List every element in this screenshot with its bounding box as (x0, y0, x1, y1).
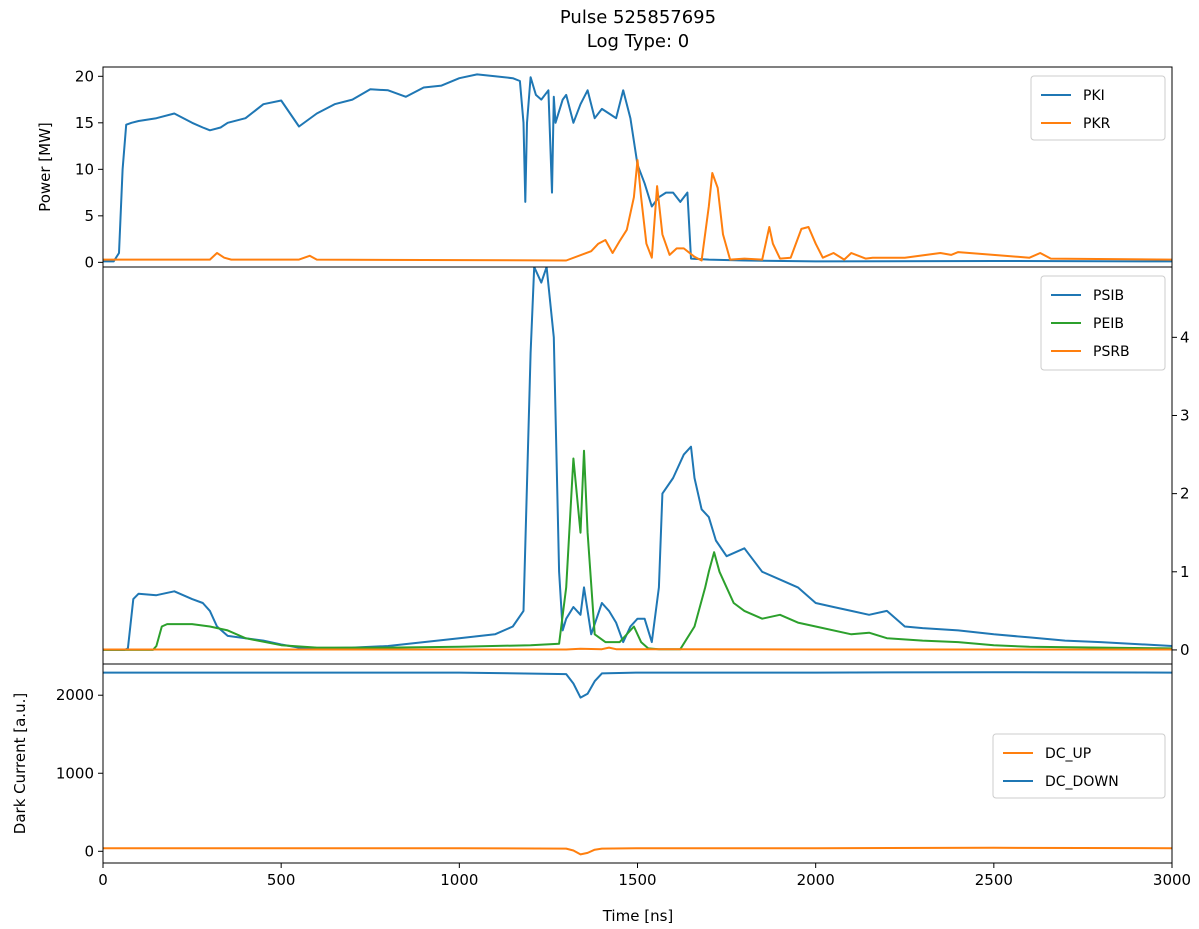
chart-title-line2: Log Type: 0 (587, 31, 689, 52)
y-axis-label: Dark Current [a.u.] (11, 693, 29, 834)
chart-title-line1: Pulse 525857695 (560, 7, 716, 28)
legend: PSIB PEIB PSRB (1040, 275, 1166, 371)
y-tick-label: 10 (75, 160, 94, 178)
y-tick-label: 2000 (56, 686, 94, 704)
panel-dark-current: 0 1000 2000 0 500 1000 1500 2000 2500 3000 Dark Cu… (11, 663, 1191, 889)
series-line-pki (103, 73, 1172, 263)
legend-box (992, 733, 1166, 799)
y-tick-label: 5 (84, 207, 94, 225)
legend: DC_UP DC_DOWN (992, 733, 1166, 799)
series-line-peib (103, 449, 1172, 651)
x-tick-label: 500 (267, 871, 296, 889)
legend-box (1040, 275, 1166, 371)
series-line-psib (103, 267, 1172, 651)
legend-label: PKI (1083, 88, 1105, 104)
y-tick-label: 2 (1180, 485, 1190, 503)
series-line-dc-up (103, 846, 1172, 856)
x-axis-label: Time [ns] (602, 907, 674, 925)
x-tick-label: 0 (98, 871, 108, 889)
legend-label: DC_DOWN (1045, 774, 1119, 790)
y-axis-label: Power [MW] (36, 122, 54, 212)
x-tick-label: 2000 (797, 871, 835, 889)
x-tick-label: 2500 (975, 871, 1013, 889)
y-tick-label: 20 (75, 67, 94, 85)
y-tick-label: 0 (84, 842, 94, 860)
y-tick-label: 1 (1180, 563, 1190, 581)
legend: PKI PKR (1030, 75, 1166, 141)
legend-label: PSRB (1093, 344, 1130, 360)
series-line-pkr (103, 159, 1172, 262)
y-tick-label: 0 (84, 253, 94, 271)
y-tick-label: 1000 (56, 764, 94, 782)
legend-label: PEIB (1093, 316, 1124, 332)
series-line-psrb (103, 646, 1172, 651)
panel-pulse-currents: 0 1 2 3 4 PSIB PEIB PSRB (102, 266, 1190, 665)
y-tick-label: 4 (1180, 328, 1190, 346)
legend-label: DC_UP (1045, 746, 1091, 762)
x-tick-label: 1500 (618, 871, 656, 889)
panel-power: 0 5 10 15 20 Power [MW] PKI PKR (36, 66, 1173, 271)
axes-frame (102, 266, 1173, 665)
legend-label: PSIB (1093, 288, 1124, 304)
series-line-dc-down (103, 671, 1172, 699)
y-tick-label: 0 (1180, 641, 1190, 659)
legend-label: PKR (1083, 116, 1111, 132)
x-tick-label: 1000 (440, 871, 478, 889)
y-tick-label: 15 (75, 114, 94, 132)
x-tick-label: 3000 (1153, 871, 1191, 889)
y-tick-label: 3 (1180, 406, 1190, 424)
